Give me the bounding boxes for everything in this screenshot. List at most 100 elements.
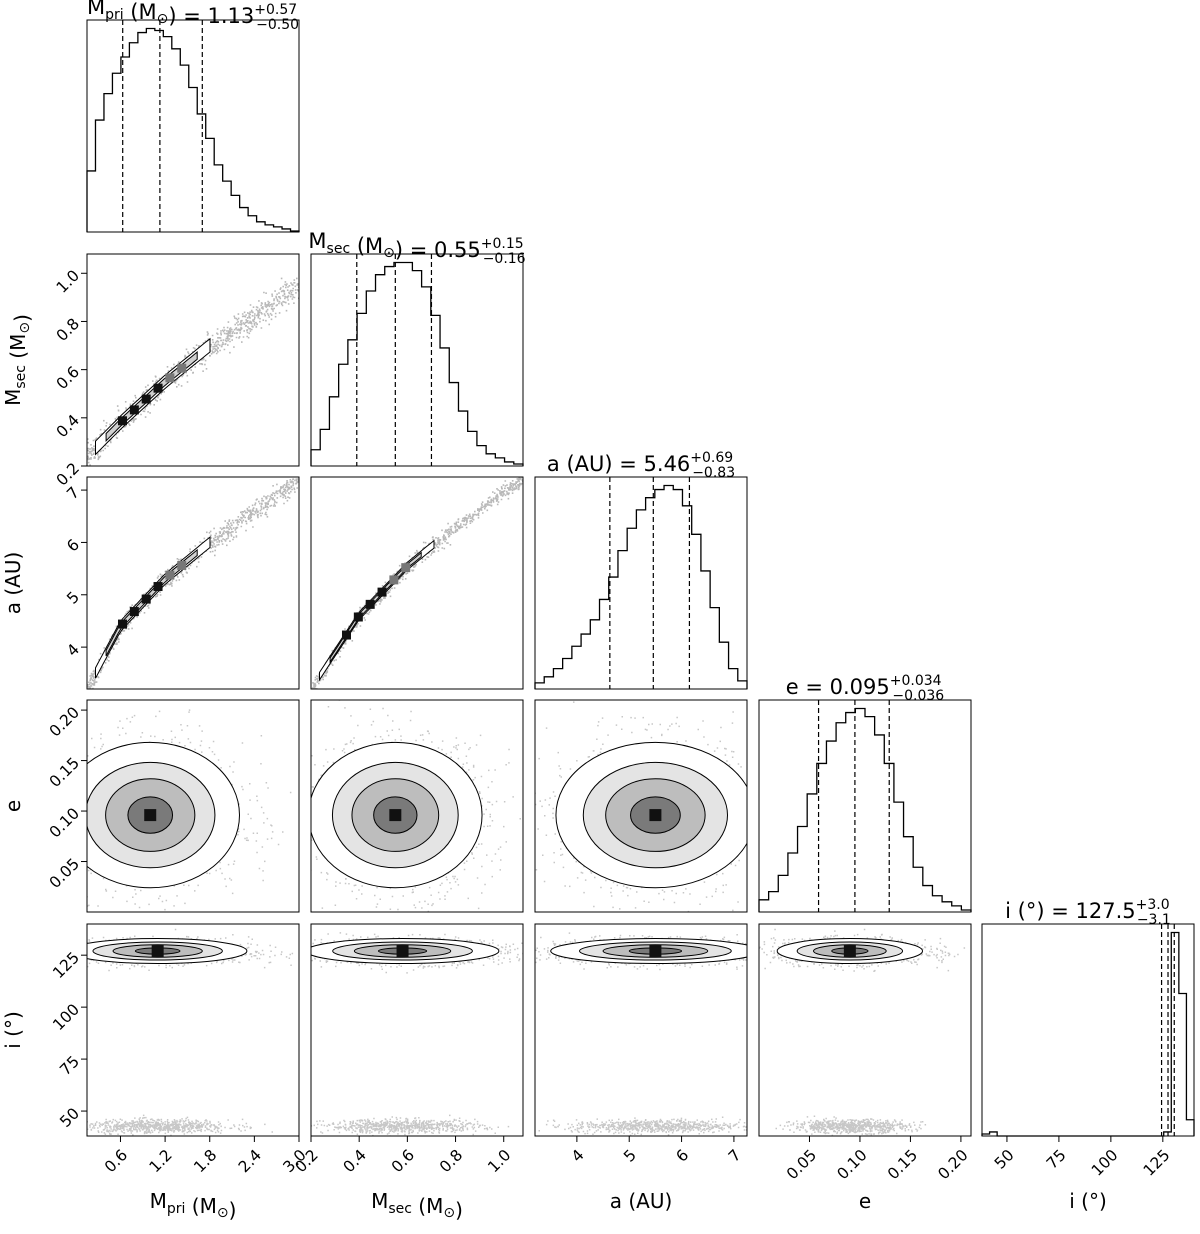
density-panel-e-vs-mpri [86,699,300,913]
contour-outer [319,539,435,682]
y-tick-label: 75 [56,1052,83,1079]
density-core [389,575,399,585]
y-axis-label-inc: i (°) [1,1011,25,1049]
density-core [353,612,363,622]
y-tick-label: 0.10 [46,804,83,841]
density-peak [389,809,402,822]
x-tick-label: 1.0 [484,1146,514,1176]
panel-title-inc: i (°) = 127.5+3.0 −3.1 [1005,897,1171,928]
density-core [165,373,175,383]
x-axis-inc: 50 75 100 125 i (°) [991,1136,1174,1213]
hist-panel-e: e = 0.095+0.034 −0.036 [758,673,972,913]
panel-frame [534,476,748,690]
density-core [117,619,127,629]
y-tick-label: 100 [49,1000,83,1034]
hist-panel-inc: i (°) = 127.5+3.0 −3.1 [981,897,1195,1137]
hist-panel-msec: Msec (M⊙) = 0.55+0.15 −0.16 [308,229,526,467]
x-axis-a: 4 5 6 7 a (AU) [568,1136,745,1213]
density-peak [649,945,662,958]
y-axis-label-e: e [1,800,25,812]
y-axis-a: 4 5 6 7 a (AU) [1,483,87,660]
density-core [129,607,139,617]
y-tick-label: 0.20 [46,703,83,740]
density-core [341,630,351,640]
density-core [365,599,375,609]
x-tick-label: 0.10 [834,1146,871,1183]
density-core [177,363,187,373]
y-tick-label: 0.05 [46,855,83,892]
sample-cloud [311,477,523,689]
density-panel-e-vs-a [534,699,748,913]
density-peak [649,809,662,822]
x-tick-label: 100 [1088,1146,1122,1180]
x-tick-label: 4 [568,1146,588,1166]
density-peak [144,809,157,822]
panel-frame [86,253,300,467]
histogram-mpri [86,27,300,232]
density-core [141,594,151,604]
histogram-msec [310,261,524,466]
density-panel-e-vs-msec [310,699,524,913]
x-axis-label-a: a (AU) [610,1189,673,1213]
x-tick-label: 50 [991,1146,1018,1173]
density-panel-inc-vs-e [758,923,972,1137]
x-tick-label: 0.8 [436,1146,466,1176]
panel-frame [86,476,300,690]
x-tick-label: 6 [673,1146,693,1166]
x-tick-label: 1.2 [146,1146,176,1176]
histogram-e [758,707,972,912]
x-axis-label-e: e [859,1189,871,1213]
y-tick-label: 0.6 [53,363,83,393]
x-tick-label: 0.15 [884,1146,921,1183]
density-panel-a-vs-msec [310,476,524,690]
panel-frame [534,923,748,1137]
panel-frame [310,699,524,913]
panel-title-e: e = 0.095+0.034 −0.036 [786,673,945,704]
x-tick-label: 2.4 [235,1146,265,1176]
y-axis-label-a: a (AU) [1,552,25,615]
density-peak [151,945,164,958]
density-core [165,570,175,580]
density-panel-inc-vs-msec [310,923,524,1137]
panel-title-mpri: Mpri (M⊙) = 1.13+0.57 −0.50 [87,0,299,33]
x-tick-label: 75 [1043,1146,1070,1173]
y-axis-inc: 50 75 100 125 i (°) [1,948,87,1131]
y-tick-label: 125 [49,948,83,982]
y-tick-label: 7 [63,483,83,503]
panel-frame [310,476,524,690]
panel-frame [310,923,524,1137]
density-core [401,563,411,573]
y-tick-label: 1.0 [53,267,83,297]
density-peak [843,945,856,958]
density-peak [396,945,409,958]
y-tick-label: 0.8 [53,315,83,345]
histogram-inc [981,931,1195,1137]
density-panel-msec-vs-mpri [86,253,300,467]
panel-frame [534,699,748,913]
panel-frame [310,253,524,467]
x-tick-label: 125 [1140,1146,1174,1180]
x-tick-label: 7 [725,1146,745,1166]
panel-title-a: a (AU) = 5.46+0.69 −0.83 [547,450,735,481]
y-tick-label: 4 [63,640,83,660]
density-core [153,383,163,393]
density-core [377,587,387,597]
sample-cloud [87,477,299,689]
panel-frame [86,699,300,913]
x-axis-label-msec: Msec (M⊙) [371,1189,463,1222]
density-core [177,560,187,570]
density-panel-a-vs-mpri [86,476,300,690]
y-tick-label: 50 [56,1104,83,1131]
y-axis-label-msec: Msec (M⊙) [1,314,34,406]
density-panel-inc-vs-a [534,923,748,1137]
x-tick-label: 0.4 [340,1146,370,1176]
contour-outer [95,536,211,679]
hist-panel-mpri: Mpri (M⊙) = 1.13+0.57 −0.50 [86,0,300,233]
panel-frame [758,699,972,913]
x-axis-label-mpri: Mpri (M⊙) [150,1189,237,1222]
panel-frame [86,923,300,1137]
